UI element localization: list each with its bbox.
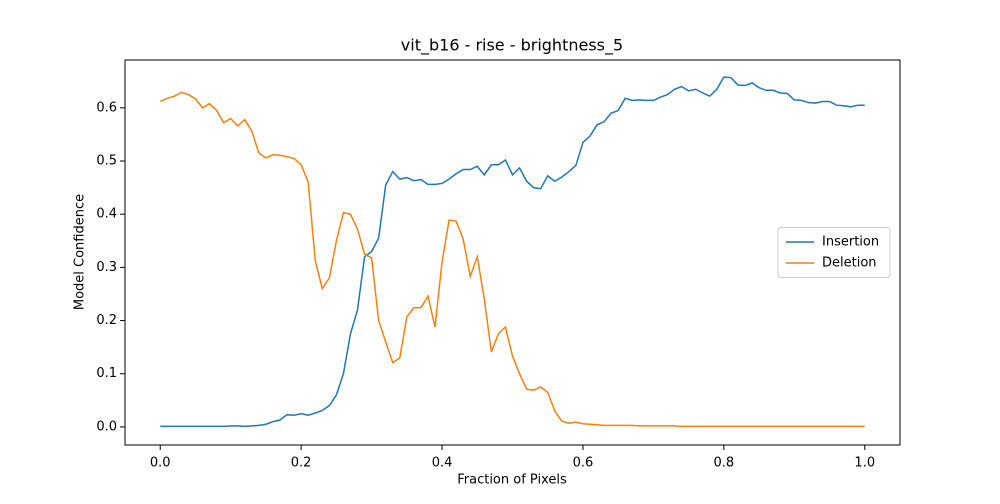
legend-box	[777, 227, 891, 278]
x-tick-label: 0.8	[714, 456, 735, 471]
x-tick-label: 0.4	[432, 456, 453, 471]
x-tick-label: 1.0	[854, 456, 875, 471]
x-tick-label: 0.0	[150, 456, 171, 471]
x-tick-label: 0.6	[573, 456, 594, 471]
legend-label: Deletion	[822, 256, 877, 271]
x-tick-label: 0.2	[291, 456, 312, 471]
chart-title: vit_b16 - rise - brightness_5	[401, 36, 623, 56]
legend-label: Insertion	[822, 235, 879, 250]
data-line	[159, 91, 865, 428]
x-axis-label: Fraction of Pixels	[457, 473, 567, 488]
y-tick-label: 0.1	[96, 366, 117, 381]
plot-frame	[124, 59, 901, 446]
y-tick-label: 0.6	[96, 100, 117, 115]
y-tick-label: 0.3	[96, 260, 117, 275]
data-line	[160, 76, 865, 428]
y-tick-label: 0.5	[96, 154, 117, 169]
y-tick-label: 0.2	[96, 313, 117, 328]
y-axis-label: Model Confidence	[73, 194, 88, 310]
y-tick-label: 0.4	[96, 207, 117, 222]
y-tick-label: 0.0	[96, 419, 117, 434]
